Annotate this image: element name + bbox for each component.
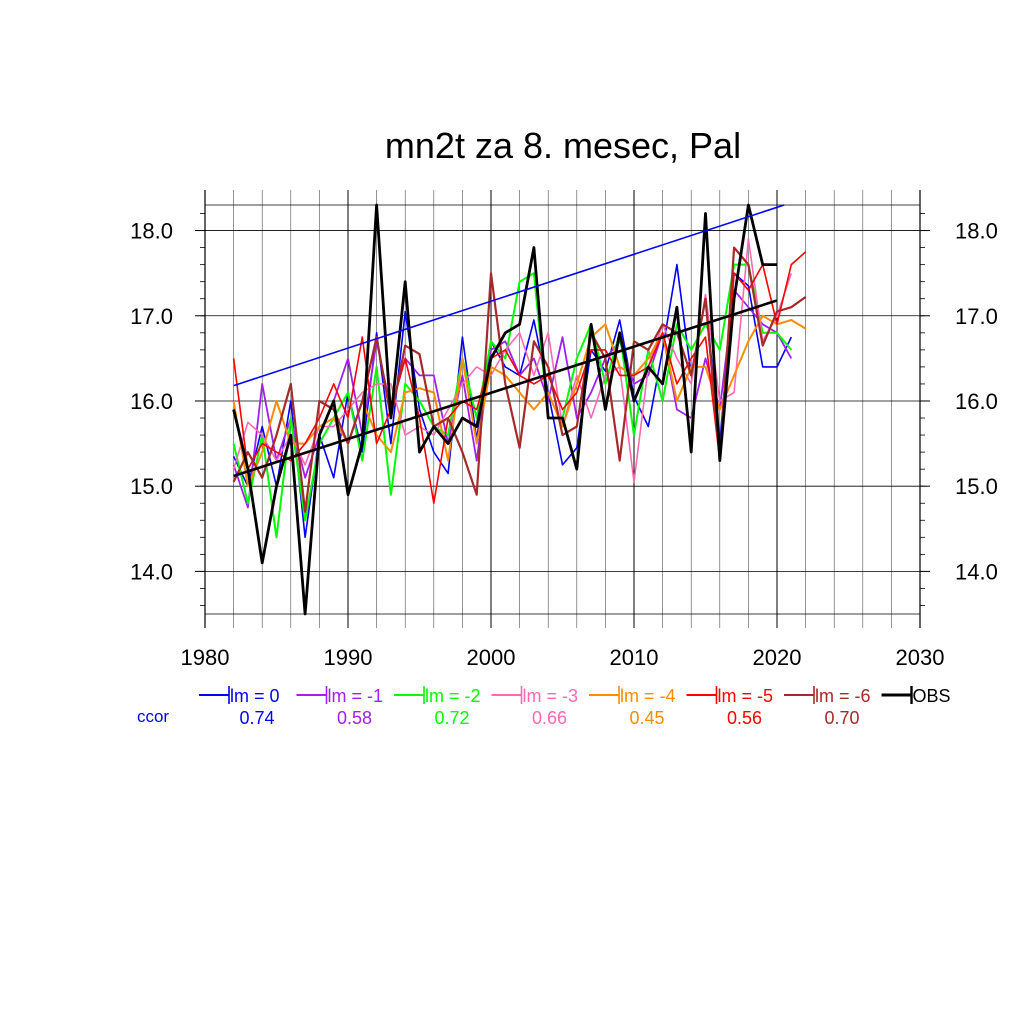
series-line-obs xyxy=(232,203,777,616)
axes: 14.0 14.0 15.0 15.0 16.0 16.0 17.0 17.0 18.0 18.0… xyxy=(130,213,998,670)
x-tick-label: 2020 xyxy=(753,645,802,670)
x-tick-label: 2000 xyxy=(467,645,516,670)
plot-frame xyxy=(204,190,921,628)
grid xyxy=(205,190,920,628)
y-tick-label-right: 14.0 xyxy=(955,559,998,584)
chart-title: mn2t za 8. mesec, Pal xyxy=(385,125,741,166)
legend-ccor-value: 0.66 xyxy=(532,708,567,728)
x-tick-label: 1990 xyxy=(324,645,373,670)
legend-label: lm = -3 xyxy=(523,686,579,706)
series-line-lm-6 xyxy=(232,246,807,513)
y-tick-label-left: 17.0 xyxy=(130,304,173,329)
legend-ccor-value: 0.58 xyxy=(337,708,372,728)
legend-label: lm = 0 xyxy=(230,686,280,706)
legend-label: OBS xyxy=(913,686,951,706)
legend-ccor-value: 0.70 xyxy=(824,708,859,728)
trend-line-upper-trend xyxy=(233,204,785,387)
trend-line-obs-trend xyxy=(233,299,778,478)
y-tick-label-left: 16.0 xyxy=(130,389,173,414)
y-tick-label-left: 18.0 xyxy=(130,219,173,244)
legend-label: lm = -6 xyxy=(815,686,871,706)
legend: ccor lm = 00.74 lm = -10.58 lm = -20.72 lm =… xyxy=(137,686,951,728)
legend-ccor-value: 0.45 xyxy=(629,708,664,728)
legend-ccor-value: 0.74 xyxy=(239,708,274,728)
plot-series xyxy=(232,203,807,616)
series-line-lm-5 xyxy=(232,251,807,505)
legend-label: lm = -4 xyxy=(620,686,676,706)
y-tick-label-left: 14.0 xyxy=(130,559,173,584)
y-tick-label-right: 17.0 xyxy=(955,304,998,329)
x-tick-label: 1980 xyxy=(181,645,230,670)
y-tick-label-right: 16.0 xyxy=(955,389,998,414)
legend-ccor-value: 0.56 xyxy=(727,708,762,728)
y-tick-label-right: 15.0 xyxy=(955,474,998,499)
x-tick-label: 2030 xyxy=(896,645,945,670)
legend-label: lm = -1 xyxy=(328,686,384,706)
legend-label: lm = -5 xyxy=(718,686,774,706)
legend-label: lm = -2 xyxy=(425,686,481,706)
y-tick-label-left: 15.0 xyxy=(130,474,173,499)
legend-ccor-value: 0.72 xyxy=(434,708,469,728)
y-tick-label-right: 18.0 xyxy=(955,219,998,244)
ccor-label: ccor xyxy=(137,707,169,726)
x-tick-label: 2010 xyxy=(610,645,659,670)
